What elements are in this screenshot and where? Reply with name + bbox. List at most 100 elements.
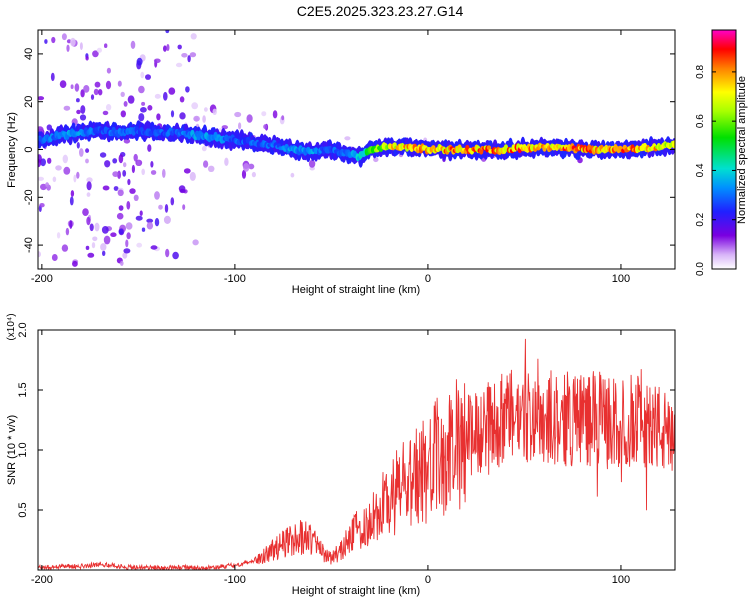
spectrogram-noise-blob xyxy=(70,37,76,47)
spectrogram-noise-blob xyxy=(39,203,45,208)
spectrogram-noise-blob xyxy=(118,154,124,164)
spectrogram-noise-blob xyxy=(51,36,56,44)
spectrogram-noise-blob xyxy=(163,215,171,224)
spectrogram-noise-blob xyxy=(125,239,129,248)
spectrogram-noise-blob xyxy=(238,122,242,130)
x-tick-label: -100 xyxy=(224,273,246,285)
spectrogram-noise-blob xyxy=(130,40,136,50)
spectrogram-noise-blob xyxy=(163,91,168,101)
spectrogram-noise-blob xyxy=(113,186,119,191)
colorbar-tick-label: 0.2 xyxy=(695,212,706,226)
spectrogram-noise-blob xyxy=(248,163,255,170)
x-tick-label: -200 xyxy=(31,574,53,586)
spectrogram-noise-blob xyxy=(102,110,109,116)
spectrogram-noise-blob xyxy=(153,58,161,64)
spectrogram-noise-blob xyxy=(203,160,209,168)
spectrogram-noise-blob xyxy=(189,52,197,58)
spectrogram-noise-blob xyxy=(112,158,118,164)
spectrogram-noise-blob xyxy=(234,111,242,118)
spectrogram-ridge-core xyxy=(672,140,675,149)
spectrogram-noise-blob xyxy=(136,242,143,248)
spectrogram-noise-blob xyxy=(96,47,102,53)
spectrogram-noise-blob xyxy=(44,39,48,44)
spectrogram-noise-blob xyxy=(73,174,77,183)
spectrogram-noise-blob xyxy=(122,170,127,177)
spectrogram-noise-blob xyxy=(102,185,110,191)
colorbar-tick-label: 0.8 xyxy=(695,64,706,78)
spectrogram-noise-blob xyxy=(162,168,166,178)
colorbar-label: Normalized spectral amplitude xyxy=(736,76,748,224)
spectrogram-noise-blob xyxy=(86,177,93,183)
spectrogram-noise-blob xyxy=(106,67,111,74)
spectrogram-noise-blob xyxy=(170,110,175,118)
spectrogram-noise-blob xyxy=(150,161,154,168)
spectrogram-noise-blob xyxy=(93,88,99,96)
spectrogram-noise-blob xyxy=(191,102,199,110)
spectrogram-noise-blob xyxy=(138,113,145,122)
x-tick-label: 100 xyxy=(612,273,630,285)
spectrogram-noise-blob xyxy=(92,236,98,242)
spectrogram-noise-blob xyxy=(38,96,45,101)
snr-frame xyxy=(37,329,676,571)
spectrogram-noise-blob xyxy=(55,165,62,171)
spectrogram-noise-blob xyxy=(85,245,90,250)
spectrogram-noise-blob xyxy=(175,62,183,68)
spectrogram-noise-blob xyxy=(61,244,69,252)
spectrogram-ylabel: Frequency (Hz) xyxy=(6,112,18,188)
spectrogram-noise-blob xyxy=(80,89,85,98)
spectrogram-noise-blob xyxy=(164,204,169,213)
spectrogram-noise-blob xyxy=(150,245,158,250)
spectrogram-noise-blob xyxy=(190,33,197,40)
spectrogram-noise-blob xyxy=(101,226,109,234)
spectrogram-noise-blob xyxy=(123,101,128,107)
spectrogram-noise-blob xyxy=(83,85,90,93)
spectrogram-noise-blob xyxy=(52,176,57,183)
spectrogram-plot-area xyxy=(38,30,675,267)
spectrogram-noise-blob xyxy=(179,96,185,103)
spectrogram-noise-blob xyxy=(135,215,143,221)
spectrogram-noise-blob xyxy=(76,109,81,115)
spectrogram-noise-blob xyxy=(185,86,190,93)
spectrogram-noise-blob xyxy=(98,89,103,96)
spectrogram-noise-blob xyxy=(104,43,108,48)
y-tick-label: -20 xyxy=(23,189,35,205)
spectrogram-noise-blob xyxy=(85,158,89,164)
spectrogram-noise-blob xyxy=(100,243,107,251)
spectrogram-noise-blob xyxy=(63,166,71,175)
spectrogram-noise-blob xyxy=(139,210,143,216)
spectrogram-noise-blob xyxy=(63,105,71,111)
spectrogram-noise-blob xyxy=(136,159,141,166)
spectrogram-noise-blob xyxy=(46,124,52,131)
spectrogram-noise-blob xyxy=(85,148,90,153)
snr-plot-area xyxy=(38,338,675,570)
spectrogram-noise-blob xyxy=(62,154,68,164)
spectrogram-noise-blob xyxy=(69,220,73,229)
spectrogram-noise-blob xyxy=(112,171,119,178)
x-tick-label: 100 xyxy=(612,574,630,586)
snr-panel: -200 -100 0 100 0.5 1.0 1.5 2.0 Height of strai… xyxy=(6,313,676,597)
spectrogram-noise-blob xyxy=(80,105,86,114)
colorbar-tick-label: 0.6 xyxy=(695,114,706,128)
spectrogram-noise-blob xyxy=(145,74,151,80)
spectrogram-noise-blob xyxy=(183,168,191,174)
y-tick-label: 0.5 xyxy=(17,502,29,517)
spectrogram-noise-blob xyxy=(85,55,89,61)
snr-xlabel: Height of straight line (km) xyxy=(292,585,420,597)
spectrogram-noise-blob xyxy=(94,222,100,232)
spectrogram-noise-blob xyxy=(47,157,52,164)
spectrogram-noise-blob xyxy=(76,98,80,103)
x-tick-label: 0 xyxy=(425,574,431,586)
spectrogram-noise-blob xyxy=(86,216,91,226)
spectrogram-noise-blob xyxy=(40,158,46,167)
spectrogram-noise-blob xyxy=(59,80,67,88)
spectrogram-ridge-core xyxy=(486,145,492,150)
spectrogram-noise-blob xyxy=(76,171,80,179)
spectrogram-noise-blob xyxy=(79,114,87,121)
spectrogram-noise-blob xyxy=(146,218,154,223)
spectrogram-noise-blob xyxy=(104,160,111,168)
spectrogram-noise-blob xyxy=(110,232,117,237)
spectrogram-noise-blob xyxy=(102,250,106,256)
spectrogram-noise-blob xyxy=(76,142,80,149)
spectrogram-noise-blob xyxy=(170,197,175,206)
